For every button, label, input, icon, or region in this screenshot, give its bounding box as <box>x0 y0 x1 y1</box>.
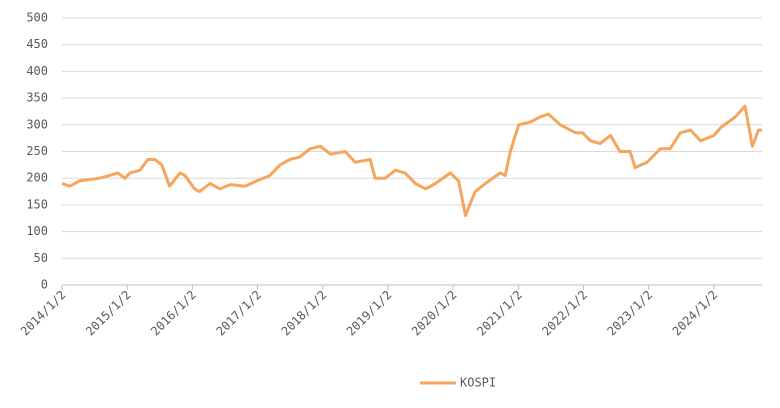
y-tick-label: 0 <box>41 278 48 292</box>
x-tick-label: 2018/1/2 <box>279 288 330 339</box>
y-tick-label: 500 <box>26 11 48 25</box>
y-tick-label: 300 <box>26 117 48 131</box>
x-tick-label: 2017/1/2 <box>213 288 264 339</box>
x-tick-label: 2024/1/2 <box>670 288 721 339</box>
x-tick-label: 2016/1/2 <box>148 288 199 339</box>
y-tick-label: 350 <box>26 91 48 105</box>
y-tick-label: 450 <box>26 37 48 51</box>
x-tick-label: 2020/1/2 <box>409 288 460 339</box>
y-tick-label: 100 <box>26 224 48 238</box>
legend-label: KOSPI <box>460 376 496 390</box>
x-tick-label: 2014/1/2 <box>18 288 69 339</box>
y-tick-label: 400 <box>26 64 48 78</box>
y-tick-label: 250 <box>26 144 48 158</box>
x-tick-label: 2022/1/2 <box>539 288 590 339</box>
y-tick-label: 50 <box>34 251 48 265</box>
y-tick-label: 200 <box>26 171 48 185</box>
y-tick-label: 150 <box>26 197 48 211</box>
x-tick-label: 2015/1/2 <box>83 288 134 339</box>
data-line <box>61 104 762 218</box>
x-tick-label: 2021/1/2 <box>474 288 525 339</box>
x-tick-label: 2019/1/2 <box>344 288 395 339</box>
x-tick-label: 2023/1/2 <box>604 288 655 339</box>
